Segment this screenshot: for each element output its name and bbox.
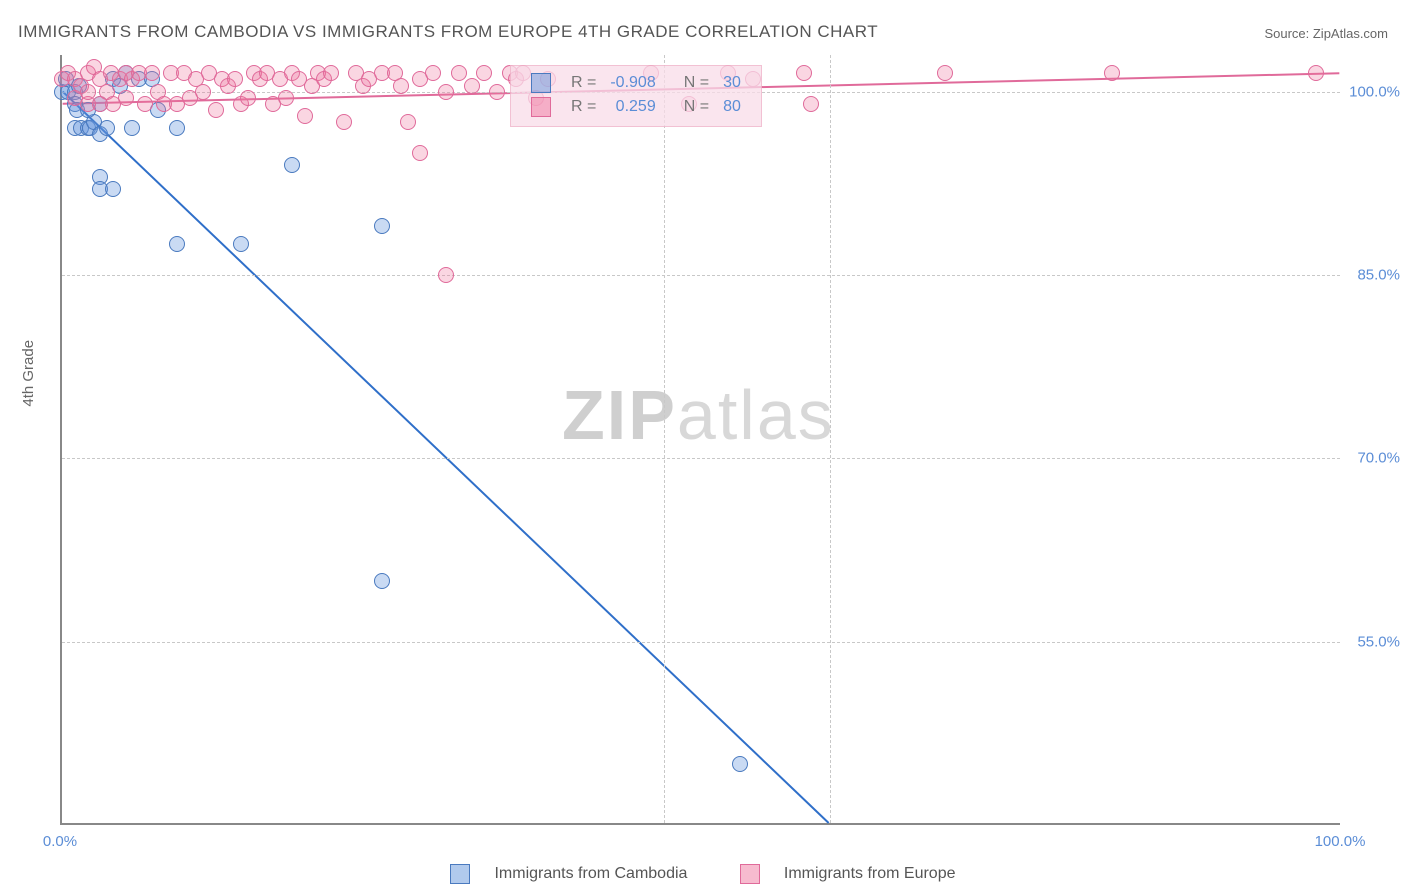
scatter-point <box>336 114 352 130</box>
scatter-point <box>438 84 454 100</box>
scatter-point <box>425 65 441 81</box>
scatter-point <box>297 108 313 124</box>
scatter-point <box>489 84 505 100</box>
scatter-point <box>464 78 480 94</box>
scatter-point <box>240 90 256 106</box>
scatter-point <box>803 96 819 112</box>
legend-swatch <box>531 97 551 117</box>
trend-lines-svg <box>62 55 1340 823</box>
legend-bottom: Immigrants from Cambodia Immigrants from… <box>0 864 1406 884</box>
scatter-point <box>233 236 249 252</box>
y-tick-label: 85.0% <box>1345 267 1400 284</box>
legend-n-value: 80 <box>717 96 747 118</box>
gridline-v <box>830 55 831 823</box>
scatter-point <box>732 756 748 772</box>
source-name: ZipAtlas.com <box>1313 26 1388 41</box>
y-tick-label: 70.0% <box>1345 450 1400 467</box>
trend-line <box>63 92 829 823</box>
legend-swatch-pink <box>740 864 760 884</box>
legend-bottom-item-1: Immigrants from Europe <box>728 865 968 882</box>
legend-swatch <box>531 73 551 93</box>
legend-r-value: 0.259 <box>604 96 661 118</box>
scatter-point <box>208 102 224 118</box>
x-tick-label: 100.0% <box>1315 833 1366 850</box>
y-tick-label: 100.0% <box>1345 83 1400 100</box>
scatter-point <box>80 84 96 100</box>
gridline-v <box>664 55 665 823</box>
scatter-point <box>438 267 454 283</box>
x-tick-label: 0.0% <box>43 833 77 850</box>
scatter-point <box>105 181 121 197</box>
source-label: Source: <box>1264 26 1312 41</box>
scatter-point <box>374 573 390 589</box>
scatter-point <box>323 65 339 81</box>
scatter-point <box>99 120 115 136</box>
chart-title: IMMIGRANTS FROM CAMBODIA VS IMMIGRANTS F… <box>18 22 878 42</box>
scatter-point <box>796 65 812 81</box>
scatter-point <box>195 84 211 100</box>
scatter-point <box>1308 65 1324 81</box>
legend-n-value: 30 <box>717 72 747 94</box>
y-axis-label: 4th Grade <box>20 340 37 407</box>
scatter-point <box>374 218 390 234</box>
scatter-point <box>937 65 953 81</box>
legend-bottom-item-0: Immigrants from Cambodia <box>438 865 699 882</box>
scatter-point <box>1104 65 1120 81</box>
scatter-point <box>412 145 428 161</box>
scatter-point <box>137 96 153 112</box>
legend-r-label: R = <box>565 72 602 94</box>
legend-bottom-label-1: Immigrants from Europe <box>784 865 956 882</box>
legend-correlation-box: R =-0.908 N =30 R =0.259 N =80 <box>510 65 762 127</box>
legend-r-label: R = <box>565 96 602 118</box>
scatter-point <box>476 65 492 81</box>
scatter-point <box>400 114 416 130</box>
legend-n-label: N = <box>678 96 715 118</box>
legend-swatch-blue <box>450 864 470 884</box>
chart-plot-area: ZIPatlas 55.0%70.0%85.0%100.0%R =-0.908N… <box>60 55 1340 825</box>
gridline-h <box>62 642 1340 643</box>
gridline-h <box>62 275 1340 276</box>
scatter-point <box>169 120 185 136</box>
scatter-point <box>393 78 409 94</box>
scatter-point <box>284 157 300 173</box>
scatter-point <box>227 71 243 87</box>
legend-bottom-label-0: Immigrants from Cambodia <box>494 865 687 882</box>
scatter-point <box>124 120 140 136</box>
legend-r-value: -0.908 <box>604 72 661 94</box>
scatter-point <box>144 65 160 81</box>
scatter-point <box>169 236 185 252</box>
chart-source: Source: ZipAtlas.com <box>1264 26 1388 41</box>
scatter-point <box>118 90 134 106</box>
scatter-point <box>451 65 467 81</box>
gridline-h <box>62 458 1340 459</box>
scatter-point <box>278 90 294 106</box>
y-tick-label: 55.0% <box>1345 633 1400 650</box>
legend-n-label: N = <box>678 72 715 94</box>
